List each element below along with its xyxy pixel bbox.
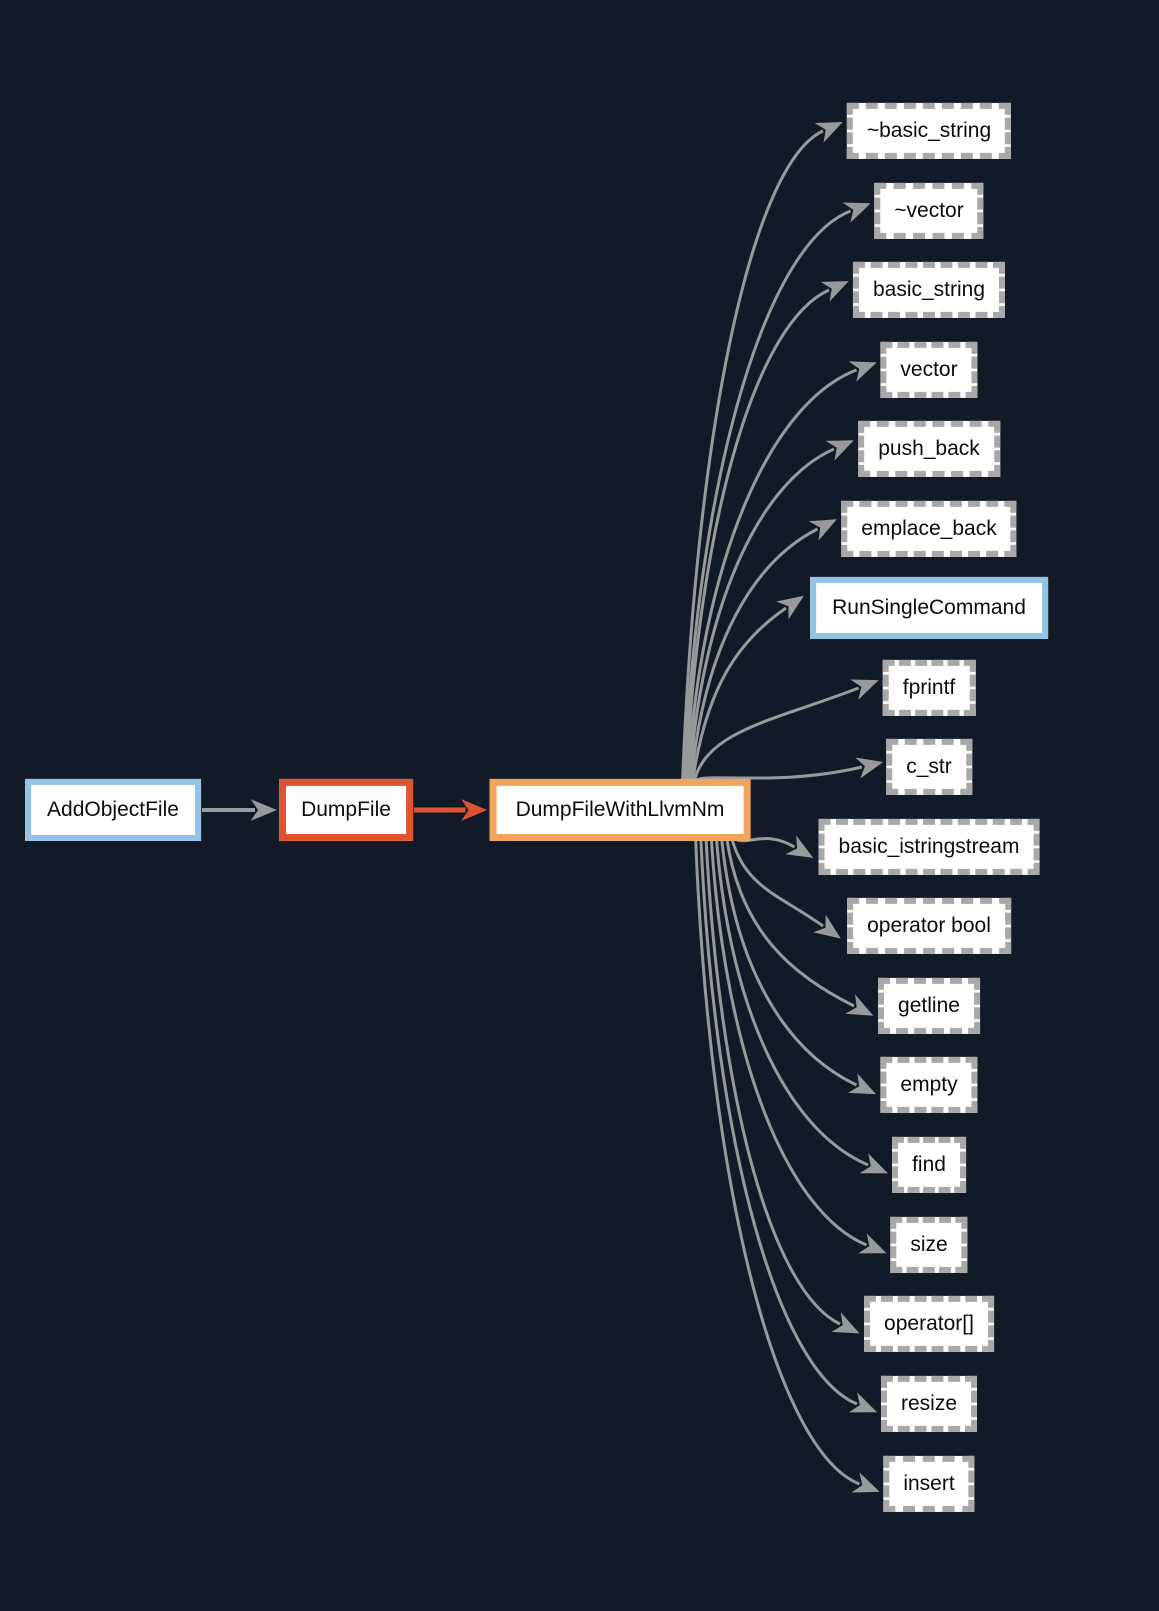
node-operator bool[interactable]: operator bool (847, 897, 1011, 955)
node-c_str[interactable]: c_str (886, 738, 972, 796)
node-operator[][interactable]: operator[] (864, 1295, 994, 1353)
node-resize[interactable]: resize (880, 1375, 978, 1433)
node-RunSingleCommand[interactable]: RunSingleCommand (810, 576, 1048, 640)
node-AddObjectFile[interactable]: AddObjectFile (25, 778, 201, 842)
node-~basic_string[interactable]: ~basic_string (846, 102, 1012, 160)
node-~vector[interactable]: ~vector (874, 182, 984, 240)
node-basic_string[interactable]: basic_string (852, 261, 1006, 319)
node-insert[interactable]: insert (883, 1455, 975, 1513)
node-DumpFileWithLlvmNm[interactable]: DumpFileWithLlvmNm (489, 778, 751, 842)
node-empty[interactable]: empty (880, 1056, 978, 1114)
node-find[interactable]: find (892, 1136, 966, 1194)
node-push_back[interactable]: push_back (858, 420, 1000, 478)
node-getline[interactable]: getline (878, 977, 980, 1035)
node-DumpFile[interactable]: DumpFile (279, 778, 413, 842)
node-size[interactable]: size (890, 1216, 968, 1274)
node-fprintf[interactable]: fprintf (882, 659, 976, 717)
node-vector[interactable]: vector (880, 341, 978, 399)
node-basic_istringstream[interactable]: basic_istringstream (818, 818, 1040, 876)
node-emplace_back[interactable]: emplace_back (841, 500, 1017, 558)
